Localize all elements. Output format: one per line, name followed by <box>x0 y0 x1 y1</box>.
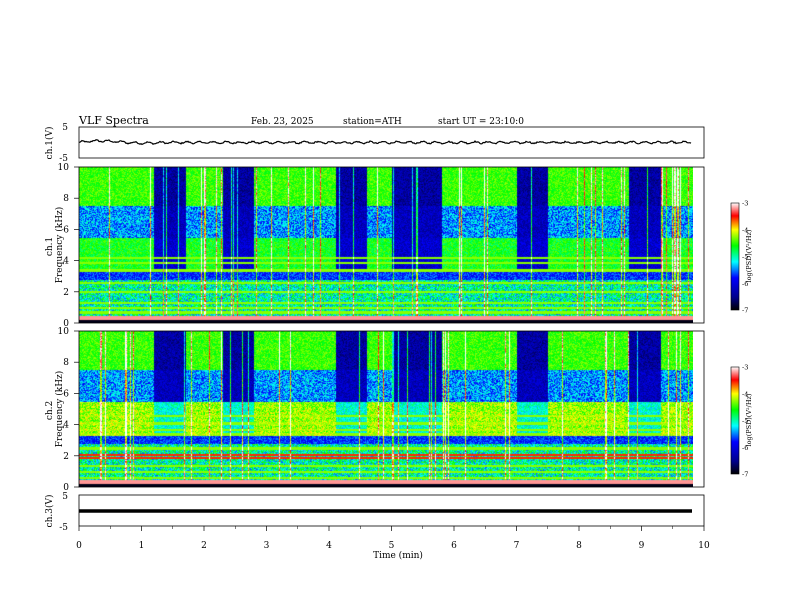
ch2-colorbar-label: log(PSD)(V²/Hz) <box>745 393 753 446</box>
colorbar-tick-label: -5 <box>742 253 748 261</box>
ch1-ylabel-channel: ch.1 <box>45 237 55 256</box>
colorbar-tick-label: -4 <box>742 226 748 234</box>
ch2-ylabel-freq: Frequency (kHz) <box>54 371 65 448</box>
ch1-ylabel-freq: Frequency (kHz) <box>54 207 65 284</box>
ch2-colorbar-gradient <box>730 366 740 475</box>
ch1-waveform-line <box>78 139 692 146</box>
ch1-ytick-top: 5 <box>62 123 68 133</box>
ch1-waveform-frame <box>78 126 705 159</box>
xtick-label: 2 <box>201 541 207 551</box>
ytick-label: 4 <box>63 257 69 267</box>
colorbar-tick-label: -4 <box>742 390 748 398</box>
xtick-label: 9 <box>639 541 645 551</box>
ytick-label: 8 <box>63 194 69 204</box>
figure-start-time: start UT = 23:10:0 <box>438 117 524 127</box>
xtick-label: 8 <box>576 541 582 551</box>
xtick-label: 0 <box>76 541 82 551</box>
ytick-label: 4 <box>63 421 69 431</box>
ytick-label: 6 <box>63 389 69 399</box>
ytick-label: 2 <box>63 288 69 298</box>
colorbar-tick-label: -3 <box>742 200 748 208</box>
ch2-spectrogram-ylabel: ch.2 Frequency (kHz) <box>45 371 65 448</box>
ch1-colorbar-gradient <box>730 202 740 311</box>
ch1-ytick-bottom: -5 <box>59 154 68 164</box>
xtick-label: 5 <box>389 541 395 551</box>
xtick-label: 7 <box>514 541 520 551</box>
ch2-colorbar: -3 -4 -5 -6 -7 log(PSD)(V²/Hz) <box>730 364 753 479</box>
ch1-spectrogram-frame <box>78 166 705 324</box>
ytick-label: 2 <box>63 452 69 462</box>
colorbar-tick-label: -7 <box>742 307 748 315</box>
colorbar-tick-label: -3 <box>742 364 748 372</box>
ch1-spectrogram-ylabel: ch.1 Frequency (kHz) <box>45 207 65 284</box>
xtick-label: 6 <box>451 541 457 551</box>
ch1-colorbar-label: log(PSD)(V²/Hz) <box>745 229 753 282</box>
ch3-waveform-panel: 5 -5 ch.3(V) <box>44 492 705 533</box>
colorbar-tick-label: -6 <box>742 444 748 452</box>
ch1-spectrogram-image <box>79 167 693 323</box>
colorbar-tick-label: -5 <box>742 417 748 425</box>
colorbar-tick-label: -7 <box>742 471 748 479</box>
ytick-label: 0 <box>63 483 69 493</box>
ytick-label: 0 <box>63 319 69 329</box>
colorbar-tick-label: -6 <box>742 280 748 288</box>
ch2-ylabel-channel: ch.2 <box>45 401 55 420</box>
time-axis: 0 1 2 3 4 5 6 7 8 9 10 <box>76 526 710 551</box>
ytick-label: 6 <box>63 225 69 235</box>
ch3-ytick-top: 5 <box>62 492 68 502</box>
ch3-ytick-bottom: -5 <box>59 523 68 533</box>
xtick-label: 10 <box>698 541 710 551</box>
xtick-label: 3 <box>264 541 270 551</box>
ch1-colorbar-ticks: -3 -4 -5 -6 -7 <box>742 200 748 315</box>
figure-title: VLF Spectra <box>78 114 149 127</box>
ytick-label: 10 <box>58 327 70 337</box>
xtick-label: 1 <box>139 541 145 551</box>
figure-station: station=ATH <box>343 117 402 127</box>
ytick-label: 10 <box>58 163 70 173</box>
ch1-waveform-ylabel: ch.1(V) <box>44 127 55 160</box>
ch1-colorbar: -3 -4 -5 -6 -7 log(PSD)(V²/Hz) <box>730 200 753 315</box>
ch1-ytick-group: 0 2 4 6 8 10 <box>58 163 79 329</box>
ch1-waveform-panel: 5 -5 ch.1(V) <box>44 123 705 164</box>
ch2-spectrogram-panel: 0 2 4 6 8 10 ch.2 Frequency (kHz) <box>45 327 705 493</box>
figure-date: Feb. 23, 2025 <box>251 117 314 127</box>
ch2-ytick-group: 0 2 4 6 8 10 <box>58 327 79 493</box>
ytick-label: 8 <box>63 358 69 368</box>
ch2-spectrogram-frame <box>78 330 705 488</box>
ch2-colorbar-ticks: -3 -4 -5 -6 -7 <box>742 364 748 479</box>
xtick-label: 4 <box>326 541 332 551</box>
ch2-spectrogram-image <box>79 331 693 487</box>
time-axis-label: Time (min) <box>373 550 423 561</box>
ch3-waveform-ylabel: ch.3(V) <box>44 495 55 528</box>
ch1-spectrogram-panel: 0 2 4 6 8 10 ch.1 Frequency (kHz) <box>45 163 705 329</box>
